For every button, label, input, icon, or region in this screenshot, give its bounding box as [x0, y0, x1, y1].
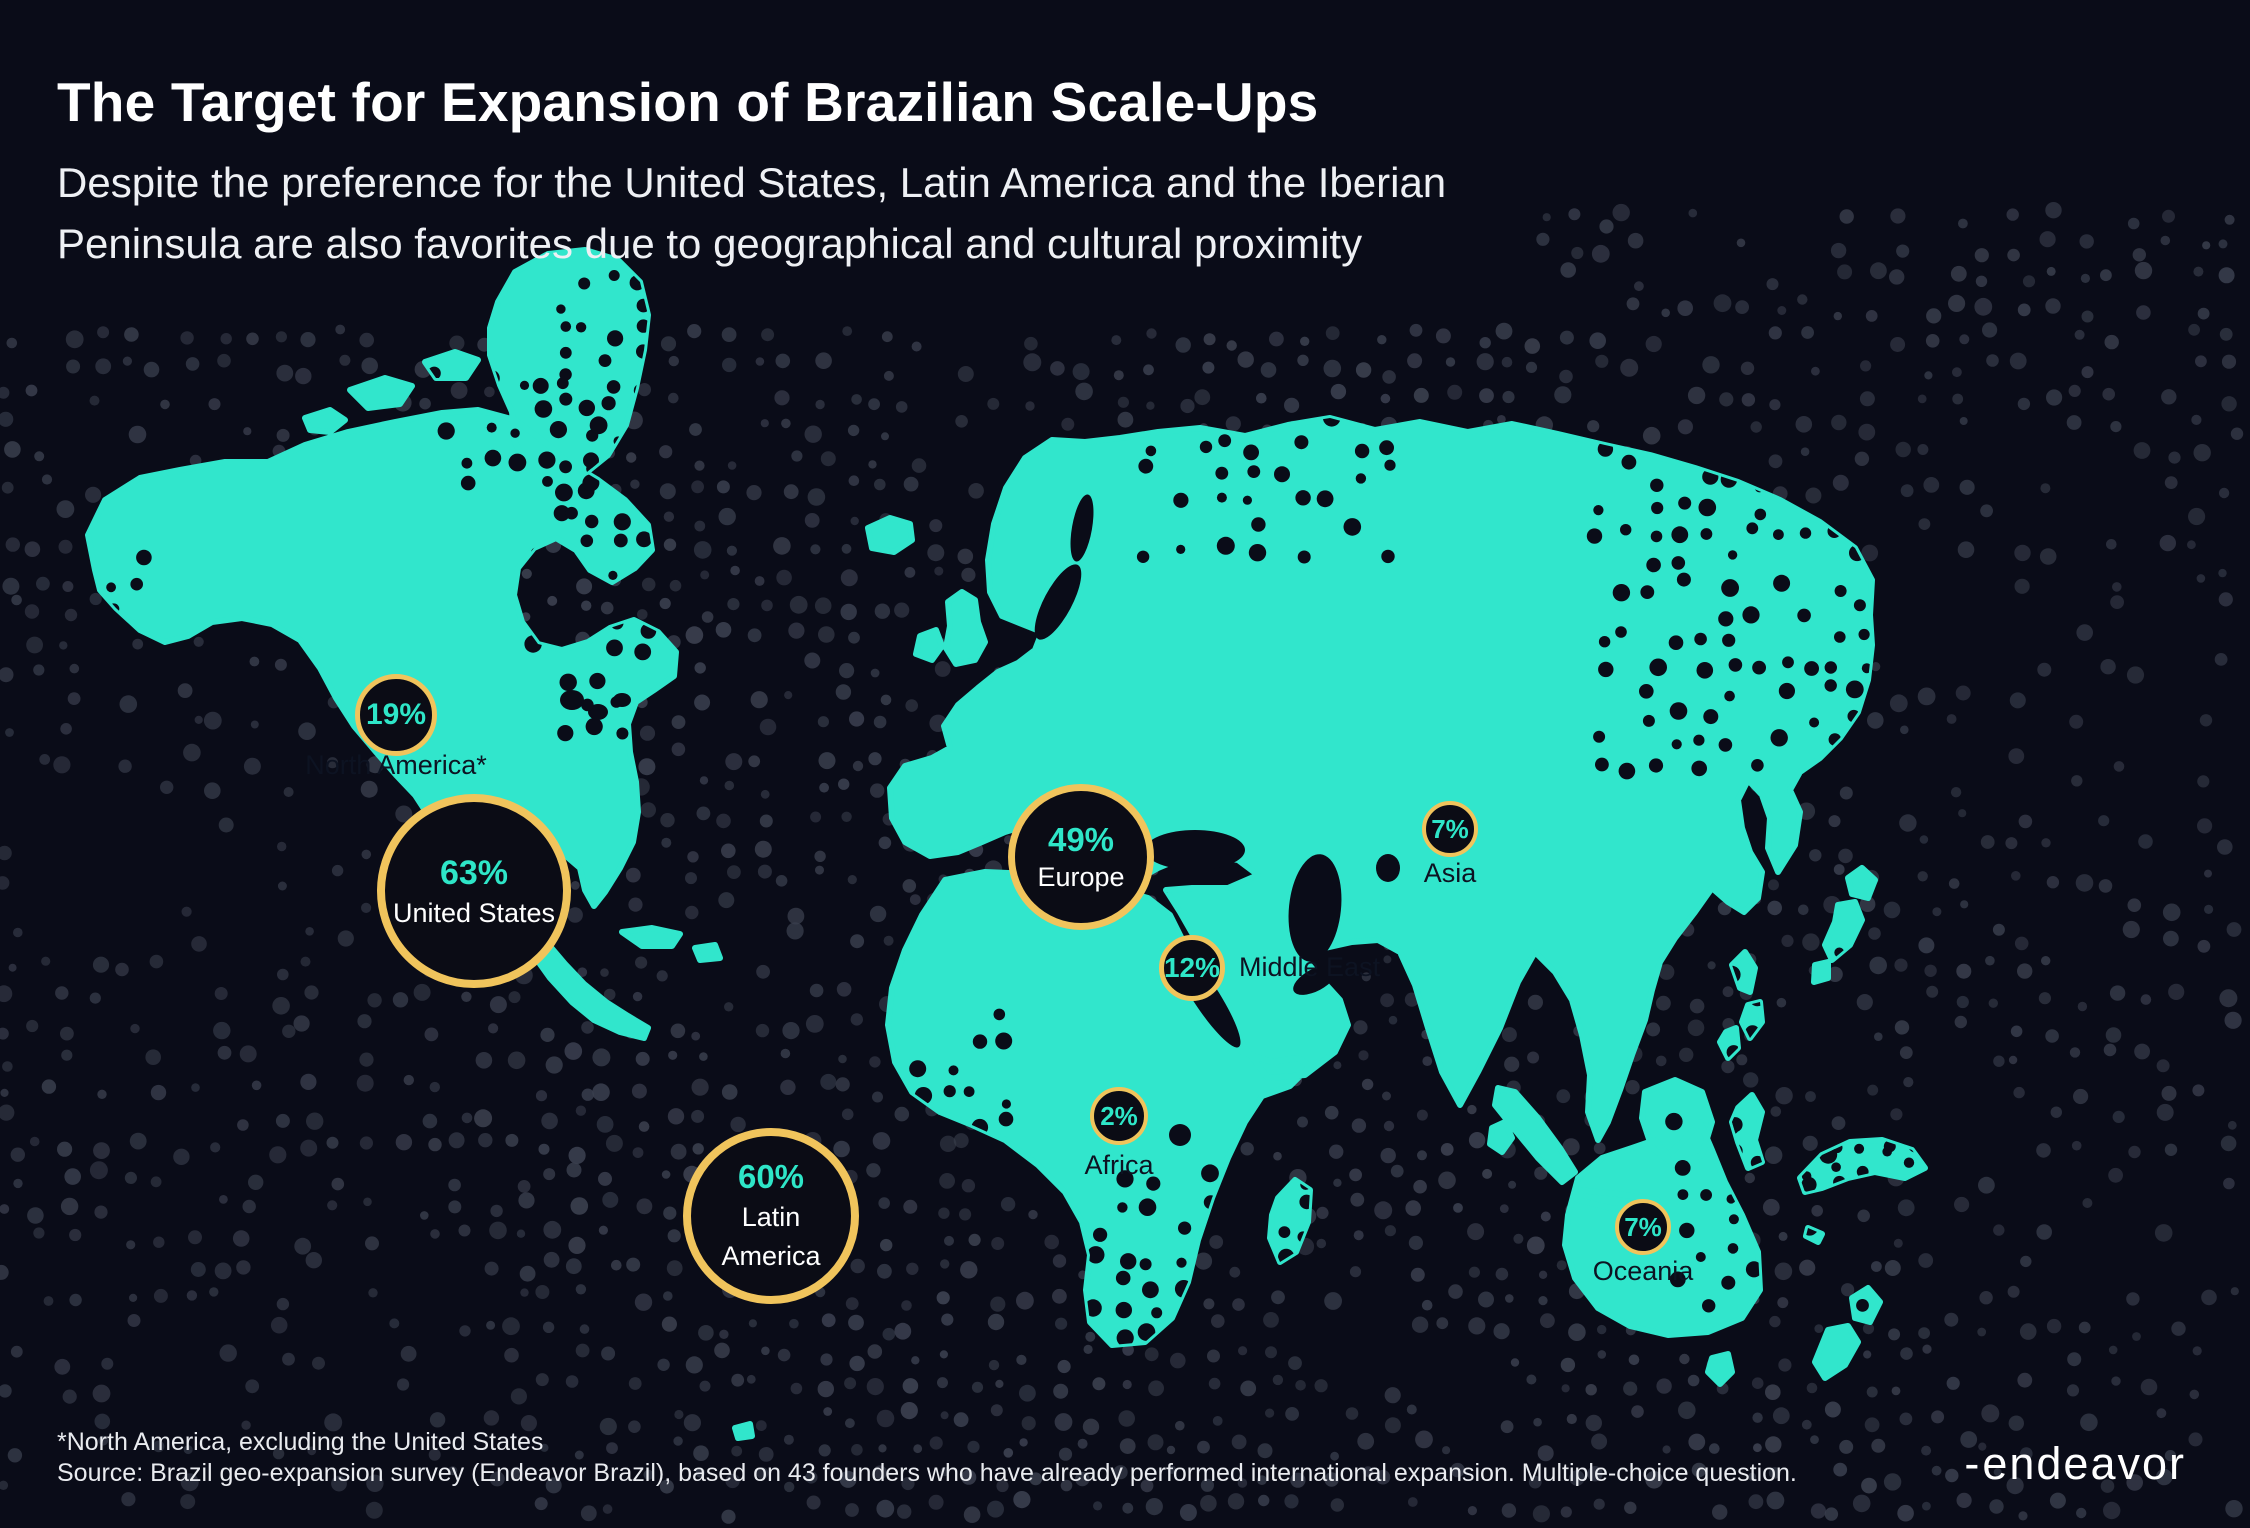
gulf-of-bothnia [1070, 494, 1094, 562]
bubble-oceania: 7% [1615, 1199, 1671, 1255]
bubble-north-america-value: 19% [365, 698, 427, 731]
bubble-oceania-value: 7% [1624, 1211, 1662, 1242]
bubble-latin-america-label-line-1: Latin [741, 1202, 801, 1232]
bubble-latin-america-label-line-2: America [721, 1241, 821, 1271]
bubble-europe-value: 49% [1047, 821, 1115, 858]
label-africa: Africa [1084, 1150, 1154, 1180]
label-asia: Asia [1423, 858, 1477, 888]
footnote: *North America, excluding the United Sta… [57, 1428, 544, 1456]
endeavor-logo: -endeavor [1964, 1438, 2186, 1490]
source-note: Source: Brazil geo-expansion survey (End… [57, 1459, 1797, 1487]
label-oceania: Oceania [1592, 1256, 1694, 1286]
bubble-united-states: 63% United States [377, 794, 571, 988]
footer: *North America, excluding the United Sta… [57, 1427, 1797, 1489]
bubble-europe: 49% Europe [1008, 784, 1154, 930]
bubble-united-states-label: United States [392, 897, 556, 928]
great-lake [560, 690, 584, 710]
bubble-middle-east: 12% [1159, 935, 1225, 1001]
black-sea [1145, 830, 1245, 870]
label-middle-east: Middle East [1239, 952, 1381, 982]
bubble-asia: 7% [1422, 801, 1478, 857]
bubble-europe-label: Europe [1037, 862, 1125, 892]
logo-wordmark: endeavor [1982, 1438, 2186, 1489]
great-lake [588, 704, 608, 720]
header: The Target for Expansion of Brazilian Sc… [57, 70, 1446, 274]
label-north-america: North America* [305, 750, 487, 780]
page-subtitle: Despite the preference for the United St… [57, 152, 1446, 274]
aral-sea [1376, 854, 1400, 882]
page-subtitle-line-1: Despite the preference for the United St… [57, 159, 1447, 206]
persian-gulf [1293, 965, 1337, 995]
page-title: The Target for Expansion of Brazilian Sc… [57, 71, 1319, 133]
bubble-latin-america: 60% Latin America [683, 1128, 859, 1304]
logo-dash: - [1964, 1438, 1982, 1489]
bubble-north-america: 19% [355, 674, 437, 756]
bubble-africa: 2% [1090, 1087, 1148, 1145]
bubble-united-states-value: 63% [439, 853, 509, 892]
page-subtitle-line-2: Peninsula are also favorites due to geog… [57, 220, 1363, 267]
baltic-sea [1034, 564, 1082, 640]
caspian-sea [1288, 854, 1342, 962]
bubble-asia-value: 7% [1431, 813, 1469, 844]
bubble-latin-america-value: 60% [737, 1158, 805, 1195]
bubble-africa-value: 2% [1100, 1100, 1138, 1131]
lake-victoria [1169, 1124, 1191, 1146]
bubble-middle-east-value: 12% [1163, 952, 1221, 983]
